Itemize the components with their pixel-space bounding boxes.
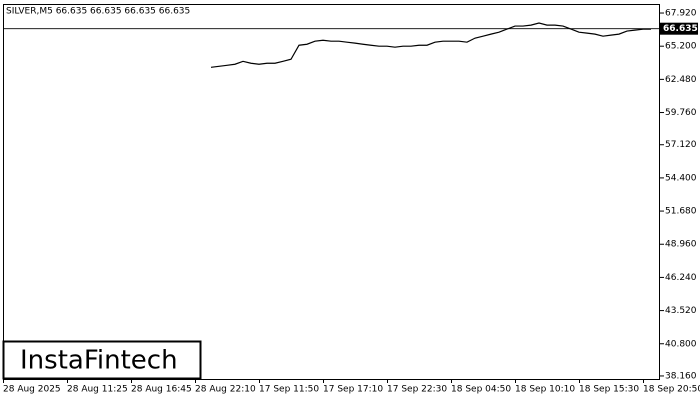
logo: InstaFintech	[20, 346, 178, 376]
y-tick-label: 48.960	[665, 240, 697, 250]
last-price-box	[660, 22, 698, 35]
y-tick-label: 57.120	[665, 140, 697, 150]
x-tick-label: 28 Aug 22:10	[195, 385, 256, 395]
chart-title: SILVER,M5 66.635 66.635 66.635 66.635	[6, 7, 190, 17]
last-price-label: 66.635	[663, 24, 698, 34]
x-tick-label: 18 Sep 20:50	[643, 385, 700, 395]
plot-frame	[3, 4, 660, 380]
x-tick-label: 28 Aug 11:25	[67, 385, 128, 395]
x-tick-label: 18 Sep 04:50	[451, 385, 511, 395]
x-tick-label: 17 Sep 17:10	[323, 385, 383, 395]
x-tick-label: 28 Aug 16:45	[131, 385, 192, 395]
y-tick-label: 43.520	[665, 306, 697, 316]
price-line	[210, 22, 651, 68]
y-tick-label: 67.920	[665, 9, 697, 19]
y-tick-label: 62.480	[665, 75, 697, 85]
x-tick-label: 28 Aug 2025	[3, 385, 61, 395]
y-tick-label: 54.400	[665, 173, 697, 183]
logo-box	[2, 340, 202, 380]
x-tick-label: 18 Sep 10:10	[515, 385, 575, 395]
y-tick-label: 51.680	[665, 207, 697, 217]
y-tick-label: 40.800	[665, 339, 697, 349]
y-tick-label: 38.160	[665, 371, 697, 381]
y-tick-label: 46.240	[665, 273, 697, 283]
x-tick-label: 17 Sep 22:30	[387, 385, 447, 395]
x-tick-label: 17 Sep 11:50	[259, 385, 319, 395]
y-tick-label: 65.200	[665, 42, 697, 52]
y-tick-label: 59.760	[665, 108, 697, 118]
x-tick-label: 18 Sep 15:30	[579, 385, 639, 395]
